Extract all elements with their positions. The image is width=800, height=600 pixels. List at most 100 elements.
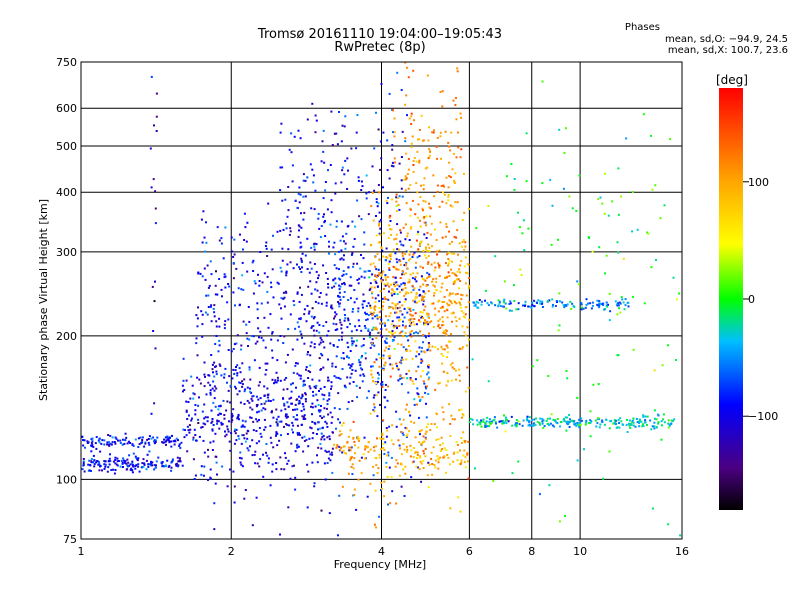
data-point xyxy=(340,327,343,330)
data-point xyxy=(331,362,334,365)
data-point xyxy=(344,115,347,118)
data-point xyxy=(667,419,670,422)
data-point xyxy=(508,309,511,312)
data-point xyxy=(503,414,505,417)
data-point xyxy=(183,429,186,431)
data-point xyxy=(341,124,344,127)
data-point xyxy=(556,418,559,420)
data-point xyxy=(298,433,301,436)
data-point xyxy=(161,465,164,468)
data-point xyxy=(323,213,325,216)
data-point xyxy=(304,179,307,182)
data-point xyxy=(418,255,421,257)
data-point xyxy=(329,411,332,414)
data-point xyxy=(219,405,222,408)
data-point xyxy=(164,440,167,443)
data-point xyxy=(311,461,314,464)
data-point xyxy=(214,343,217,345)
data-point xyxy=(624,298,627,301)
data-point xyxy=(364,352,367,355)
data-point xyxy=(592,383,595,386)
data-point xyxy=(428,317,430,319)
data-point xyxy=(352,494,354,497)
data-point xyxy=(129,442,132,444)
data-point xyxy=(388,330,391,333)
data-point xyxy=(188,414,190,417)
data-point xyxy=(273,382,275,385)
data-point xyxy=(215,365,218,368)
data-point xyxy=(425,322,428,325)
data-point xyxy=(302,418,305,420)
data-point xyxy=(449,340,452,343)
data-point xyxy=(107,434,110,436)
data-point xyxy=(210,273,213,276)
data-point xyxy=(360,472,363,475)
data-point xyxy=(244,420,247,423)
data-point xyxy=(418,138,421,141)
data-point xyxy=(537,299,540,302)
data-point xyxy=(490,422,493,424)
data-point xyxy=(339,258,342,261)
data-point xyxy=(276,444,279,447)
data-point xyxy=(304,393,307,396)
data-point xyxy=(569,418,571,421)
data-point xyxy=(289,477,292,480)
data-point xyxy=(217,408,220,411)
data-point xyxy=(408,324,411,327)
data-point xyxy=(550,413,553,416)
data-point xyxy=(255,496,258,499)
data-point xyxy=(440,286,443,289)
data-point xyxy=(541,80,544,83)
x-tick-label: 8 xyxy=(528,545,535,558)
data-point xyxy=(314,189,317,192)
data-point xyxy=(163,441,166,444)
data-point xyxy=(307,445,310,448)
data-point xyxy=(348,446,351,449)
data-point xyxy=(326,403,329,406)
data-point xyxy=(191,417,193,420)
data-point xyxy=(578,174,581,177)
data-point xyxy=(282,228,285,231)
data-point xyxy=(152,178,155,181)
data-point xyxy=(165,465,168,468)
data-point xyxy=(428,246,431,249)
data-point xyxy=(163,465,165,468)
data-point xyxy=(605,304,608,307)
data-point xyxy=(362,293,365,296)
data-point xyxy=(480,425,483,428)
data-point xyxy=(359,374,362,377)
data-point xyxy=(459,112,462,115)
data-point xyxy=(213,361,216,364)
data-point xyxy=(299,268,302,270)
data-point xyxy=(388,267,391,270)
data-point xyxy=(585,419,588,422)
data-point xyxy=(394,331,397,334)
data-point xyxy=(235,439,238,442)
data-point xyxy=(617,167,620,170)
data-point xyxy=(234,428,237,431)
data-point xyxy=(325,422,328,425)
data-point xyxy=(227,318,230,321)
data-point xyxy=(280,307,282,310)
data-point xyxy=(334,315,337,318)
data-point xyxy=(421,299,423,302)
data-point xyxy=(320,338,323,341)
data-point xyxy=(558,520,561,523)
data-point xyxy=(116,464,119,467)
data-point xyxy=(275,462,278,464)
data-point xyxy=(358,361,361,364)
data-point xyxy=(437,467,440,470)
data-point xyxy=(464,256,467,259)
data-point xyxy=(603,212,606,215)
data-point xyxy=(382,305,384,308)
data-point xyxy=(349,367,352,369)
data-point xyxy=(211,368,214,371)
data-point xyxy=(326,425,329,428)
data-point xyxy=(309,354,312,357)
data-point xyxy=(189,428,192,431)
stats-x-mode: mean, sd,X: 100.7, 23.6 xyxy=(667,45,788,56)
data-point xyxy=(416,392,419,395)
data-point xyxy=(428,463,431,466)
data-point xyxy=(218,317,221,320)
data-point xyxy=(280,270,283,273)
